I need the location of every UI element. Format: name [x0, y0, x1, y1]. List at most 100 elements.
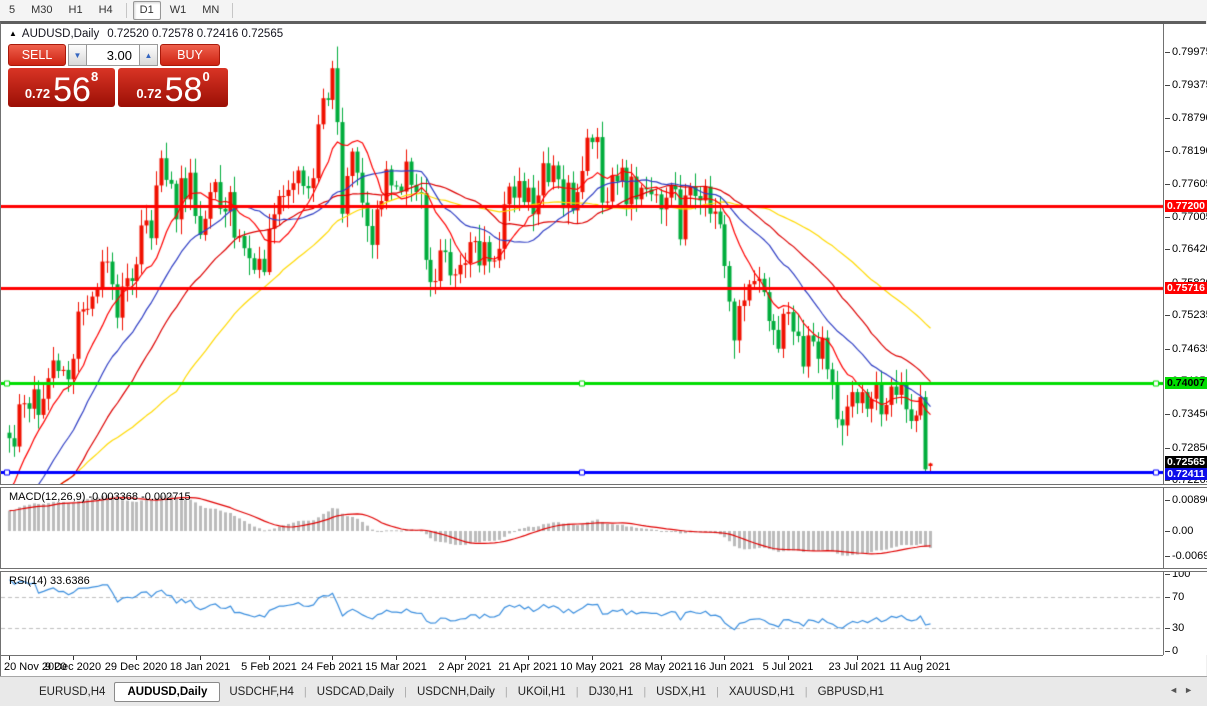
time-axis-label: 21 Apr 2021	[498, 661, 558, 673]
sell-price-sup: 8	[90, 69, 99, 84]
pane-separator[interactable]	[0, 484, 1207, 488]
time-axis-tick	[136, 656, 137, 660]
time-axis-tick	[661, 656, 662, 660]
tab-ukoil-h1[interactable]: UKOil,H1	[517, 685, 566, 698]
time-axis[interactable]: 20 Nov 2020 9 Dec 2020 29 Dec 2020 18 Jan 2…	[1, 655, 1163, 676]
time-axis-tick	[73, 656, 74, 660]
time-axis-label: 9 Dec 2020	[44, 661, 102, 673]
sell-price-display[interactable]: 0.72 56 8	[8, 68, 115, 107]
tabs-scroll-left-icon[interactable]: ◄	[1169, 685, 1185, 695]
price-axis-tick: 0.79375	[1165, 79, 1207, 91]
tab-separator: |	[504, 685, 508, 698]
time-axis-label: 29 Dec 2020	[104, 661, 168, 673]
time-axis-tick	[200, 656, 201, 660]
tab-separator: |	[643, 685, 647, 698]
timeframe-button-5[interactable]: 5	[9, 4, 16, 16]
time-axis-tick	[528, 656, 529, 660]
chart-tabs: EURUSD,H4 AUDUSD,Daily USDCHF,H4 | USDCAD,Da…	[0, 681, 893, 702]
time-axis-label: 5 Jul 2021	[762, 661, 814, 673]
timeframe-button-h4[interactable]: H4	[98, 4, 113, 16]
tab-separator: |	[575, 685, 579, 698]
chart-symbol-label: AUDUSD,Daily	[21, 28, 100, 40]
tab-gbpusd-h1[interactable]: GBPUSD,H1	[817, 685, 885, 698]
time-axis-label: 20 Nov 2020	[4, 661, 67, 673]
price-axis-tick: 0.77005	[1165, 211, 1207, 223]
tab-navigation: ◄►	[1169, 685, 1199, 695]
level-price-badge: 0.72411	[1165, 467, 1207, 480]
tab-separator: |	[716, 685, 719, 698]
time-axis-tick	[592, 656, 593, 660]
current-price-badge: 0.72565	[1165, 455, 1207, 468]
tab-separator: |	[303, 685, 307, 698]
tab-dj30-h1[interactable]: DJ30,H1	[588, 685, 634, 698]
tab-separator: |	[404, 685, 407, 698]
chart-ohlc-quote: 0.72520 0.72578 0.72416 0.72565	[107, 28, 284, 40]
level-price-badge: 0.74007	[1165, 377, 1207, 390]
time-axis-label: 18 Jan 2021	[169, 661, 231, 673]
buy-price-display[interactable]: 0.72 58 0	[118, 68, 228, 107]
macd-axis-tick: 0.008903	[1165, 494, 1207, 506]
time-axis-label: 24 Feb 2021	[301, 661, 363, 673]
rsi-pane-canvas[interactable]	[1, 572, 1163, 654]
chart-title: ▲ AUDUSD,Daily 0.72520 0.72578 0.72416 0.7…	[9, 28, 283, 40]
timeframe-button-w1[interactable]: W1	[169, 4, 187, 16]
time-axis-tick	[269, 656, 270, 660]
pane-separator[interactable]	[0, 568, 1207, 572]
buy-price-prefix: 0.72	[136, 86, 162, 101]
price-axis-tick: 0.77605	[1165, 178, 1207, 190]
timeframe-button-m30[interactable]: M30	[31, 4, 53, 16]
macd-axis-tick: -0.00697	[1164, 550, 1207, 562]
tab-usdcnh-daily[interactable]: USDCNH,Daily	[416, 685, 495, 698]
tab-usdx-h1[interactable]: USDX,H1	[656, 685, 707, 698]
sell-button[interactable]: SELL	[8, 44, 66, 66]
timeframe-toolbar: 5 M30 H1 H4 D1 W1 MN	[0, 0, 1207, 21]
sell-price-prefix: 0.72	[24, 86, 51, 101]
volume-input[interactable]	[87, 44, 139, 66]
tab-audusd-daily[interactable]: AUDUSD,Daily	[114, 681, 221, 702]
time-axis-tick	[788, 656, 789, 660]
level-price-badge: 0.75716	[1165, 282, 1207, 295]
volume-decrease-button[interactable]: ▼	[68, 44, 87, 66]
time-axis-tick	[724, 656, 725, 660]
tab-xauusd-h1[interactable]: XAUUSD,H1	[728, 685, 795, 698]
time-axis-tick	[332, 656, 333, 660]
macd-pane-canvas[interactable]	[1, 488, 1163, 566]
rsi-indicator-label: RSI(14) 33.6386	[9, 575, 90, 587]
time-axis-label: 5 Feb 2021	[241, 661, 297, 673]
time-axis-tick	[465, 656, 466, 660]
time-axis-tick	[920, 656, 921, 660]
timeframe-button-h1[interactable]: H1	[68, 4, 83, 16]
timeframe-button-mn[interactable]: MN	[202, 4, 220, 16]
sell-price-big: 56	[53, 71, 91, 109]
tab-usdcad-daily[interactable]: USDCAD,Daily	[316, 685, 395, 698]
time-axis-tick	[857, 656, 858, 660]
chart-tab-bar: EURUSD,H4 AUDUSD,Daily USDCHF,H4 | USDCAD,Da…	[0, 676, 1207, 706]
price-axis-tick: 0.74635	[1165, 343, 1207, 355]
tab-usdchf-h4[interactable]: USDCHF,H4	[229, 685, 294, 698]
buy-price-big: 58	[164, 71, 203, 109]
buy-price-sup: 0	[202, 69, 210, 84]
toolbar-separator	[125, 3, 127, 18]
time-axis-tick	[9, 656, 10, 660]
time-axis-label: 23 Jul 2021	[828, 661, 886, 673]
buy-button[interactable]: BUY	[160, 44, 220, 66]
time-axis-label: 16 Jun 2021	[693, 661, 755, 673]
timeframe-button-d1[interactable]: D1	[132, 1, 161, 20]
tabs-scroll-right-icon[interactable]: ►	[1184, 685, 1199, 695]
toolbar-separator	[232, 3, 234, 18]
price-axis-tick: 0.75235	[1165, 309, 1207, 321]
time-axis-label: 28 May 2021	[629, 661, 693, 673]
tab-eurusd-h4[interactable]: EURUSD,H4	[39, 685, 106, 698]
tab-separator: |	[804, 685, 808, 698]
volume-increase-button[interactable]: ▲	[139, 44, 158, 66]
rsi-axis-tick: 70	[1164, 591, 1185, 604]
time-axis-label: 10 May 2021	[560, 661, 624, 673]
macd-axis-tick: 0.00	[1164, 525, 1194, 537]
collapse-arrow-icon[interactable]: ▲	[9, 29, 17, 38]
